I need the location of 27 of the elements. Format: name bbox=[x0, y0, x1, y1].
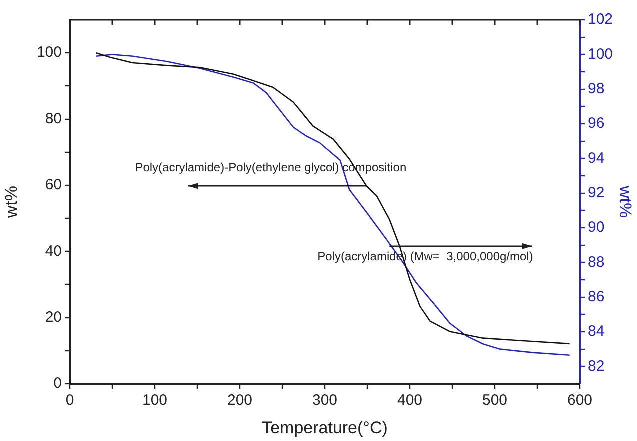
y-axis-title: wt% bbox=[2, 186, 21, 220]
y2-tick-label: 100 bbox=[588, 46, 614, 63]
x-tick-label: 300 bbox=[312, 392, 338, 410]
y2-tick-label: 88 bbox=[588, 254, 605, 271]
x-tick-label: 600 bbox=[567, 392, 593, 410]
y2-tick-label: 82 bbox=[588, 358, 605, 375]
y-tick-label: 80 bbox=[45, 110, 62, 128]
y-tick-label: 100 bbox=[36, 44, 62, 62]
y2-tick-label: 90 bbox=[588, 219, 605, 236]
y2-tick-label: 84 bbox=[588, 323, 605, 340]
x-axis-title: Temperature(°C) bbox=[262, 418, 388, 438]
y2-tick-label: 94 bbox=[588, 150, 605, 167]
y-tick-label: 20 bbox=[45, 308, 62, 326]
y-tick-label: 60 bbox=[45, 176, 62, 194]
y2-tick-label: 96 bbox=[588, 115, 605, 132]
y2-axis-title: wt% bbox=[616, 184, 636, 218]
y2-tick-label: 92 bbox=[588, 184, 605, 202]
y-tick-label: 0 bbox=[54, 375, 62, 392]
x-tick-label: 100 bbox=[142, 392, 168, 410]
y-tick-label: 40 bbox=[45, 242, 62, 260]
y2-tick-label: 98 bbox=[588, 80, 605, 98]
y2-tick-label: 102 bbox=[588, 11, 614, 28]
x-tick-label: 200 bbox=[227, 392, 253, 410]
y2-tick-label: 86 bbox=[588, 288, 605, 306]
x-tick-label: 400 bbox=[397, 392, 423, 410]
x-tick-label: 0 bbox=[66, 392, 74, 410]
x-tick-label: 500 bbox=[482, 392, 508, 410]
